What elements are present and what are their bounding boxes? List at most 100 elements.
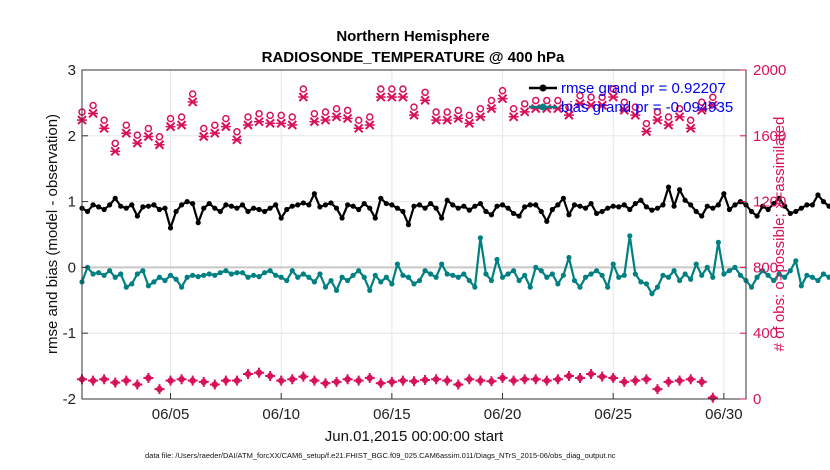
obs-count-low-marker — [409, 376, 419, 387]
rmse-point — [433, 205, 439, 211]
bias-point — [367, 287, 373, 294]
rmse-point — [284, 206, 290, 213]
rmse-point — [693, 208, 699, 215]
bias-point — [284, 277, 290, 284]
bias-point — [405, 274, 412, 280]
y-ticks: -2 -1 0 1 2 3 — [63, 62, 88, 408]
obs-count-low-marker — [287, 374, 298, 385]
rmse-point — [660, 202, 666, 208]
rmse-point — [345, 202, 351, 208]
rmse-point — [228, 203, 234, 209]
obs-assimilated-marker — [575, 98, 585, 109]
rmse-point — [820, 199, 827, 205]
obs-assimilated-marker — [243, 120, 253, 130]
rmse-point — [776, 195, 782, 201]
bias-point — [472, 284, 478, 290]
bias-point — [123, 284, 129, 290]
y2-tick-label: 800 — [753, 259, 778, 276]
obs-possible-marker — [410, 103, 418, 111]
obs-possible-marker — [443, 108, 451, 116]
rmse-point — [809, 202, 816, 208]
rmse-point — [394, 205, 400, 211]
bias-point — [594, 268, 600, 274]
rmse-point — [361, 200, 367, 207]
legend-bias-label: bias grand pr = -0.094935 — [561, 99, 733, 116]
obs-possible-marker — [554, 96, 562, 105]
obs-possible-marker — [166, 114, 175, 123]
rmse-point — [610, 203, 616, 209]
obs-possible-marker — [222, 114, 230, 123]
bias-point — [256, 274, 262, 280]
bias-point — [140, 268, 146, 274]
bias-point — [300, 271, 306, 277]
obs-possible-marker — [211, 121, 219, 129]
rmse-point — [400, 208, 406, 215]
obs-possible-marker — [520, 100, 529, 108]
obs-assimilated-marker — [375, 92, 386, 102]
obs-count-low-marker — [641, 374, 652, 385]
obs-possible-marker — [244, 113, 252, 121]
obs-count-low-marker — [464, 374, 475, 385]
rmse-point — [405, 222, 412, 228]
rmse-point — [90, 202, 96, 208]
obs-count-low-marker — [265, 370, 276, 381]
bias-point — [527, 284, 533, 290]
rmse-point — [571, 202, 578, 208]
legend: rmse grand pr = 0.92207 bias grand pr = … — [529, 80, 733, 116]
obs-assimilated-marker — [165, 121, 176, 132]
rmse-point — [494, 203, 500, 209]
bias-point — [748, 284, 755, 290]
rmse-point — [555, 202, 561, 208]
x-tick-label: 06/15 — [373, 406, 411, 423]
obs-count-low-marker — [420, 374, 431, 385]
obs-count-low-marker — [696, 376, 707, 387]
rmse-point — [577, 203, 583, 209]
bias-point — [560, 272, 567, 278]
obs-count-low-marker — [386, 376, 397, 387]
y2-tick-label: 2000 — [753, 62, 786, 79]
bias-point — [333, 287, 340, 294]
rmse-point — [632, 200, 638, 207]
obs-count-low-marker — [209, 379, 220, 390]
y2-ticks: 0 400 800 1200 1600 2000 — [740, 62, 786, 408]
rmse-point — [223, 202, 229, 208]
rmse-point — [372, 215, 378, 221]
obs-assimilated-marker — [143, 131, 154, 142]
bias-point — [444, 271, 450, 277]
rmse-point — [190, 200, 196, 207]
obs-assimilated-marker — [431, 115, 442, 125]
rmse-point — [627, 206, 633, 213]
bias-point — [522, 272, 528, 278]
bias-point — [422, 268, 428, 274]
rmse-point — [123, 205, 129, 211]
obs-possible-marker — [233, 128, 241, 136]
bias-point — [549, 271, 555, 277]
obs-assimilated-marker — [353, 123, 364, 133]
obs-possible-marker — [288, 113, 297, 121]
y2-tick-label: 0 — [753, 391, 761, 408]
obs-count-low-marker — [497, 372, 508, 383]
rmse-point — [654, 205, 661, 211]
rmse-point — [134, 213, 140, 219]
rmse-point — [383, 200, 389, 207]
bias-point — [809, 274, 816, 280]
rmse-point — [217, 208, 223, 215]
bias-point — [544, 274, 550, 280]
obs-possible-marker — [432, 108, 440, 116]
rmse-point — [306, 202, 312, 208]
rmse-point — [499, 202, 506, 208]
obs-assimilated-marker — [464, 118, 475, 129]
rmse-point — [599, 208, 605, 215]
obs-possible-marker — [421, 88, 429, 97]
bias-point — [439, 261, 445, 267]
bias-point — [328, 277, 334, 284]
rmse-point — [566, 212, 572, 218]
legend-rmse-marker — [539, 84, 547, 92]
rmse-point — [295, 202, 301, 208]
rmse-point — [754, 213, 760, 219]
obs-count-low-marker — [320, 378, 331, 389]
rmse-point — [710, 205, 716, 211]
obs-assimilated-marker — [254, 116, 265, 127]
obs-possible-marker — [598, 93, 606, 102]
bias-point — [671, 268, 677, 274]
